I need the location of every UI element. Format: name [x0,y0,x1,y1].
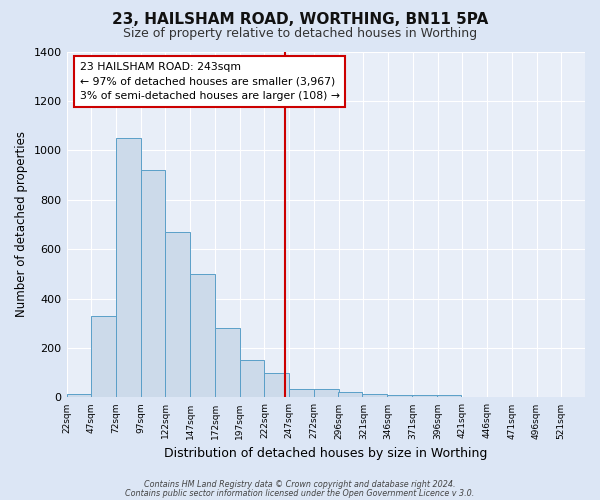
Text: Contains public sector information licensed under the Open Government Licence v : Contains public sector information licen… [125,488,475,498]
Text: Size of property relative to detached houses in Worthing: Size of property relative to detached ho… [123,28,477,40]
Bar [387,395,412,398]
Text: Contains HM Land Registry data © Crown copyright and database right 2024.: Contains HM Land Registry data © Crown c… [144,480,456,489]
Bar [437,395,461,398]
Bar [91,316,116,398]
Bar [67,394,91,398]
Bar [314,389,338,398]
Bar [338,392,362,398]
Bar [289,389,314,398]
Text: 23 HAILSHAM ROAD: 243sqm
← 97% of detached houses are smaller (3,967)
3% of semi: 23 HAILSHAM ROAD: 243sqm ← 97% of detach… [80,62,340,102]
Bar [190,274,215,398]
Text: 23, HAILSHAM ROAD, WORTHING, BN11 5PA: 23, HAILSHAM ROAD, WORTHING, BN11 5PA [112,12,488,28]
X-axis label: Distribution of detached houses by size in Worthing: Distribution of detached houses by size … [164,447,487,460]
Bar [166,232,190,398]
Bar [412,395,437,398]
Bar [116,138,141,398]
Bar [141,170,166,398]
Bar [362,394,387,398]
Bar [239,360,265,398]
Y-axis label: Number of detached properties: Number of detached properties [15,132,28,318]
Bar [265,372,289,398]
Bar [215,328,239,398]
